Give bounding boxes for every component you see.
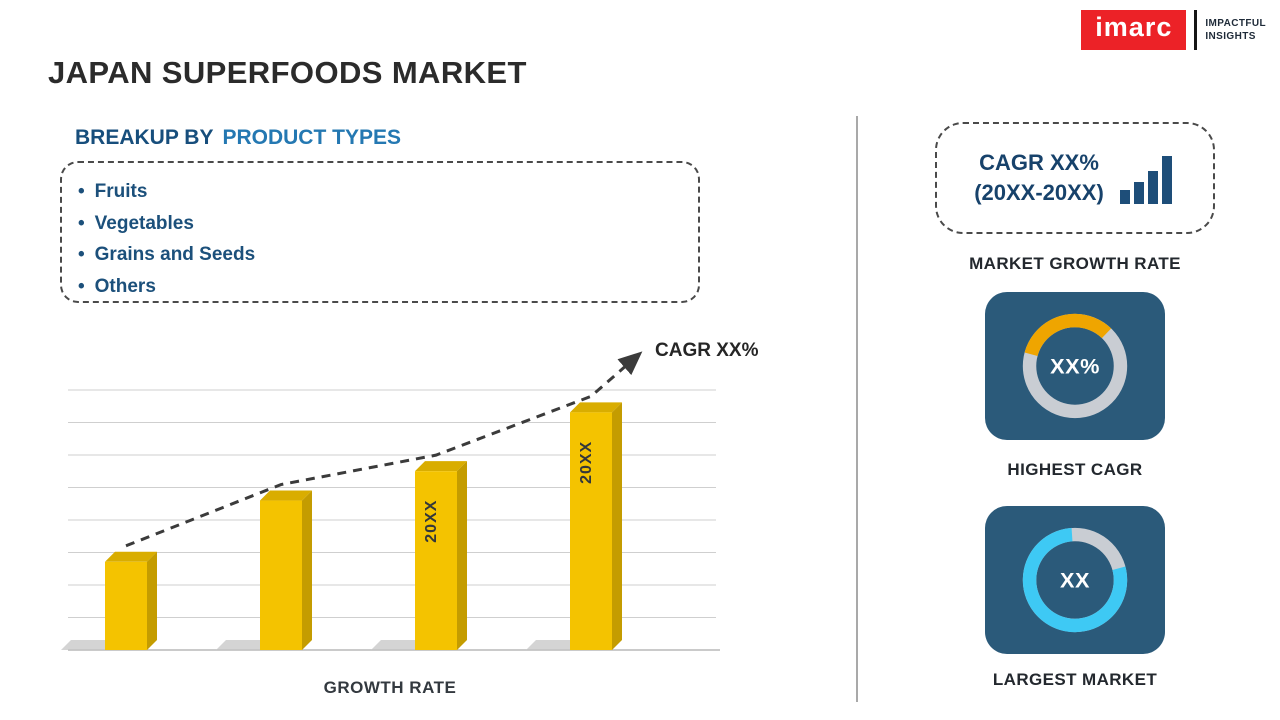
bullet-icon: • (78, 181, 85, 202)
bar-growth-icon (1119, 156, 1172, 204)
list-item-label: Fruits (94, 181, 148, 202)
x-axis-label: GROWTH RATE (323, 678, 457, 697)
heading-prefix: BREAKUP BY (75, 126, 214, 149)
largest-market-caption: LARGEST MARKET (992, 670, 1158, 689)
largest-market-donut: XX (1022, 527, 1128, 633)
logo-tagline-line2: INSIGHTS (1205, 31, 1256, 42)
list-item: • Grains and Seeds (78, 241, 688, 269)
bullet-icon: • (78, 244, 85, 266)
bullet-icon: • (78, 275, 85, 297)
imarc-logo: imarc IMPACTFUL INSIGHTS (1081, 10, 1266, 50)
list-item-label: Others (94, 275, 156, 297)
product-types-box: • Fruits • Vegetables • Grains and Seeds… (60, 161, 700, 303)
cagr-line2: (20XX-20XX) (974, 180, 1104, 205)
logo-tagline: IMPACTFUL INSIGHTS (1205, 17, 1266, 43)
highest-cagr-caption: HIGHEST CAGR (1007, 460, 1143, 479)
cagr-annotation: CAGR XX% (655, 340, 759, 361)
svg-text:20XX: 20XX (578, 441, 595, 484)
largest-market-value: XX (1060, 568, 1090, 593)
bar-chart-canvas: 20XX 20XX (61, 351, 720, 651)
vertical-divider (856, 116, 858, 702)
right-panel: CAGR XX% (20XX-20XX) MARKET GROWTH RATE … (880, 0, 1270, 720)
logo-divider (1194, 10, 1198, 50)
highest-cagr-value: XX% (1050, 354, 1100, 379)
highest-cagr-tile: XX% (985, 292, 1165, 440)
highest-cagr-donut: XX% (1022, 313, 1128, 419)
svg-text:20XX: 20XX (423, 500, 440, 543)
breakup-section-heading: BREAKUP BY PRODUCT TYPES (75, 126, 401, 150)
market-growth-rate-card: CAGR XX% (20XX-20XX) (935, 122, 1215, 234)
cagr-line1: CAGR XX% (979, 150, 1099, 176)
largest-market-tile: XX (985, 506, 1165, 654)
list-item: • Vegetables (78, 210, 688, 238)
list-item-label: Grains and Seeds (94, 244, 256, 266)
imarc-logo-wordmark: imarc (1081, 10, 1187, 50)
cagr-range-text: CAGR XX% (20XX-20XX) (974, 148, 1104, 207)
page-title: JAPAN SUPERFOODS MARKET (48, 55, 527, 90)
growth-bar-chart: 20XX 20XX CAGR XX% GROWTH RATE (60, 340, 800, 712)
list-item: • Fruits (78, 178, 688, 206)
heading-highlight: PRODUCT TYPES (222, 126, 401, 149)
list-item-label: Vegetables (94, 212, 194, 234)
logo-tagline-line1: IMPACTFUL (1205, 18, 1266, 29)
list-item: • Others (78, 273, 688, 301)
bullet-icon: • (78, 212, 85, 234)
market-growth-rate-caption: MARKET GROWTH RATE (969, 254, 1181, 273)
